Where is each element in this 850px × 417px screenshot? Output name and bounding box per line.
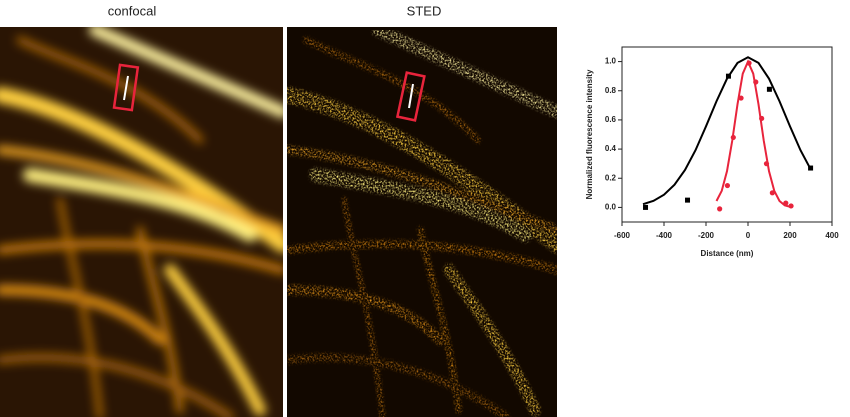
y-tick-label: 1.0 (605, 57, 617, 66)
data-point (730, 134, 736, 141)
data-point (643, 204, 649, 210)
fit-curve (715, 59, 791, 208)
confocal-image (0, 27, 283, 417)
data-point (766, 86, 772, 92)
data-point (725, 73, 731, 79)
y-tick-label: 0.8 (605, 86, 617, 95)
panel-label: STED (407, 3, 442, 18)
fit-curve (642, 56, 812, 206)
panel-label: confocal (108, 3, 157, 18)
plot: -600 -400 -200 0 200 400 0.0 0.2 0.4 0.6 0.8 1.0 Dis… (585, 46, 839, 258)
y-tick-label: 0.0 (605, 203, 617, 212)
x-tick-label: 0 (746, 231, 751, 240)
data-point (724, 182, 731, 189)
x-tick-label: -400 (656, 231, 673, 240)
data-point (738, 95, 744, 101)
data-point (717, 206, 723, 212)
x-axis-label: Distance (nm) (701, 249, 754, 258)
y-tick-label: 0.2 (605, 173, 617, 182)
plot-frame (621, 46, 833, 223)
data-point (788, 203, 794, 209)
y-tick-label: 0.6 (605, 115, 617, 124)
x-tick-label: 200 (783, 231, 797, 240)
data-point (763, 161, 770, 167)
data-point (808, 165, 814, 171)
data-point (759, 115, 765, 122)
data-point (783, 200, 789, 206)
data-point (769, 190, 775, 196)
data-point (685, 197, 691, 203)
y-axis-label: Normalized fluorescence intensity (585, 69, 594, 199)
x-tick-label: -600 (614, 231, 631, 240)
data-point (753, 79, 759, 85)
sted-image (287, 27, 557, 417)
data-point (746, 60, 752, 66)
x-tick-label: 400 (825, 231, 839, 240)
x-tick-label: -200 (698, 231, 715, 240)
y-tick-label: 0.4 (605, 144, 617, 153)
